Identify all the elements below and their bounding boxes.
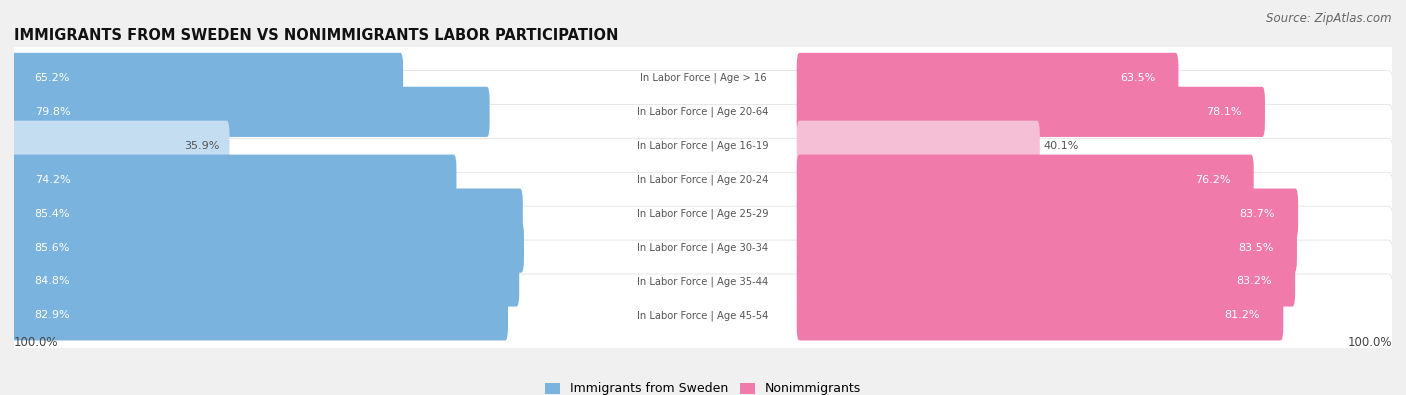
FancyBboxPatch shape xyxy=(797,154,1254,205)
FancyBboxPatch shape xyxy=(11,53,404,103)
Text: 100.0%: 100.0% xyxy=(1347,336,1392,349)
Text: In Labor Force | Age 30-34: In Labor Force | Age 30-34 xyxy=(637,242,769,253)
Text: 65.2%: 65.2% xyxy=(35,73,70,83)
Text: In Labor Force | Age 20-24: In Labor Force | Age 20-24 xyxy=(637,175,769,185)
Text: 74.2%: 74.2% xyxy=(35,175,70,185)
FancyBboxPatch shape xyxy=(797,53,1178,103)
Legend: Immigrants from Sweden, Nonimmigrants: Immigrants from Sweden, Nonimmigrants xyxy=(544,382,862,395)
Text: 63.5%: 63.5% xyxy=(1119,73,1154,83)
Text: In Labor Force | Age 16-19: In Labor Force | Age 16-19 xyxy=(637,141,769,151)
Text: 78.1%: 78.1% xyxy=(1206,107,1241,117)
Text: In Labor Force | Age 35-44: In Labor Force | Age 35-44 xyxy=(637,276,769,287)
Text: In Labor Force | Age > 16: In Labor Force | Age > 16 xyxy=(640,73,766,83)
FancyBboxPatch shape xyxy=(11,222,524,273)
Text: In Labor Force | Age 20-64: In Labor Force | Age 20-64 xyxy=(637,107,769,117)
FancyBboxPatch shape xyxy=(11,256,519,307)
FancyBboxPatch shape xyxy=(797,290,1284,340)
FancyBboxPatch shape xyxy=(13,274,1393,357)
Text: 85.6%: 85.6% xyxy=(35,243,70,252)
FancyBboxPatch shape xyxy=(11,87,489,137)
Text: 83.2%: 83.2% xyxy=(1236,276,1272,286)
Text: IMMIGRANTS FROM SWEDEN VS NONIMMIGRANTS LABOR PARTICIPATION: IMMIGRANTS FROM SWEDEN VS NONIMMIGRANTS … xyxy=(14,28,619,43)
Text: In Labor Force | Age 25-29: In Labor Force | Age 25-29 xyxy=(637,208,769,219)
FancyBboxPatch shape xyxy=(13,138,1393,221)
Text: 81.2%: 81.2% xyxy=(1225,310,1260,320)
FancyBboxPatch shape xyxy=(11,154,457,205)
Text: Source: ZipAtlas.com: Source: ZipAtlas.com xyxy=(1267,12,1392,25)
FancyBboxPatch shape xyxy=(13,70,1393,153)
Text: 40.1%: 40.1% xyxy=(1043,141,1080,151)
Text: 83.7%: 83.7% xyxy=(1239,209,1275,218)
Text: 79.8%: 79.8% xyxy=(35,107,70,117)
FancyBboxPatch shape xyxy=(13,240,1393,323)
Text: 83.5%: 83.5% xyxy=(1239,243,1274,252)
FancyBboxPatch shape xyxy=(13,206,1393,289)
Text: 82.9%: 82.9% xyxy=(35,310,70,320)
FancyBboxPatch shape xyxy=(797,120,1040,171)
Text: 100.0%: 100.0% xyxy=(14,336,59,349)
FancyBboxPatch shape xyxy=(13,104,1393,187)
Text: 85.4%: 85.4% xyxy=(35,209,70,218)
FancyBboxPatch shape xyxy=(797,87,1265,137)
FancyBboxPatch shape xyxy=(13,37,1393,119)
FancyBboxPatch shape xyxy=(797,222,1296,273)
FancyBboxPatch shape xyxy=(11,188,523,239)
Text: 76.2%: 76.2% xyxy=(1195,175,1230,185)
Text: In Labor Force | Age 45-54: In Labor Force | Age 45-54 xyxy=(637,310,769,321)
FancyBboxPatch shape xyxy=(11,120,229,171)
FancyBboxPatch shape xyxy=(11,290,508,340)
FancyBboxPatch shape xyxy=(797,188,1298,239)
FancyBboxPatch shape xyxy=(797,256,1295,307)
Text: 84.8%: 84.8% xyxy=(35,276,70,286)
FancyBboxPatch shape xyxy=(13,172,1393,255)
Text: 35.9%: 35.9% xyxy=(184,141,219,151)
